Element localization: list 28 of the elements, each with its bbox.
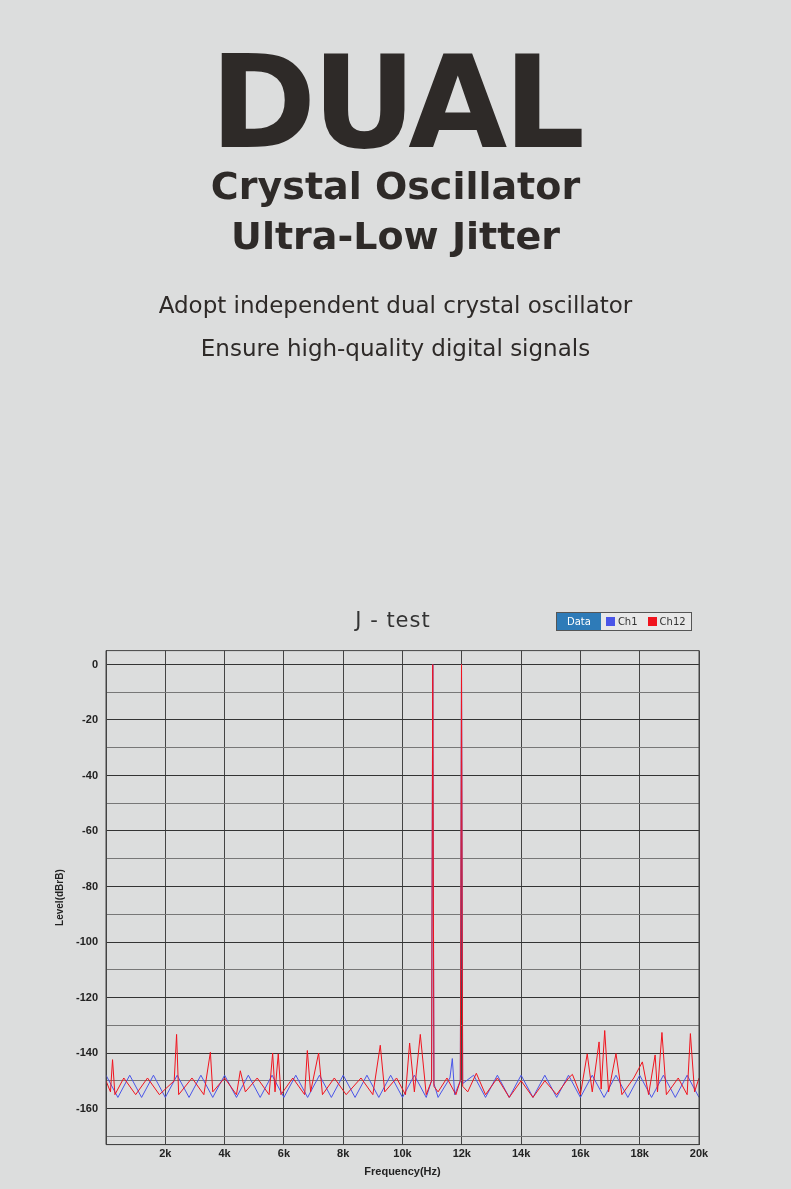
x-axis-title: Frequency(Hz) — [364, 1165, 442, 1178]
legend-title: Data — [557, 613, 601, 630]
text: Ultra-Low Jitter — [230, 214, 561, 258]
x-tick-label: 16k — [571, 1147, 591, 1160]
y-axis-title: Level(dBrB) — [53, 869, 65, 926]
legend-label: Ch1 — [617, 616, 638, 627]
x-tick-label: 10k — [393, 1147, 413, 1160]
chart-title: J - test — [353, 608, 432, 632]
y-tick-label: -40 — [82, 768, 99, 781]
text: Adopt independent dual crystal oscillator — [157, 291, 634, 320]
x-tick-label: 2k — [159, 1147, 173, 1160]
x-tick-label: 8k — [337, 1147, 351, 1160]
y-tick-label: -80 — [82, 879, 99, 892]
x-tick-label: 4k — [218, 1147, 232, 1160]
text: Ensure high-quality digital signals — [199, 334, 592, 363]
x-tick-label: 6k — [277, 1147, 291, 1160]
x-tick-label: 12k — [452, 1147, 472, 1160]
y-tick-label: -140 — [75, 1046, 99, 1059]
y-tick-label: -160 — [75, 1101, 99, 1114]
legend-label: Ch12 — [659, 616, 686, 627]
y-tick-label: -60 — [82, 824, 99, 837]
y-tick-label: -120 — [75, 990, 99, 1003]
y-tick-label: -20 — [82, 713, 99, 726]
y-tick-label: -100 — [75, 935, 99, 948]
x-tick-label: 18k — [630, 1147, 650, 1160]
x-tick-label: 14k — [511, 1147, 532, 1160]
y-tick-label: 0 — [91, 657, 99, 670]
x-tick-label: 20k — [689, 1147, 710, 1160]
